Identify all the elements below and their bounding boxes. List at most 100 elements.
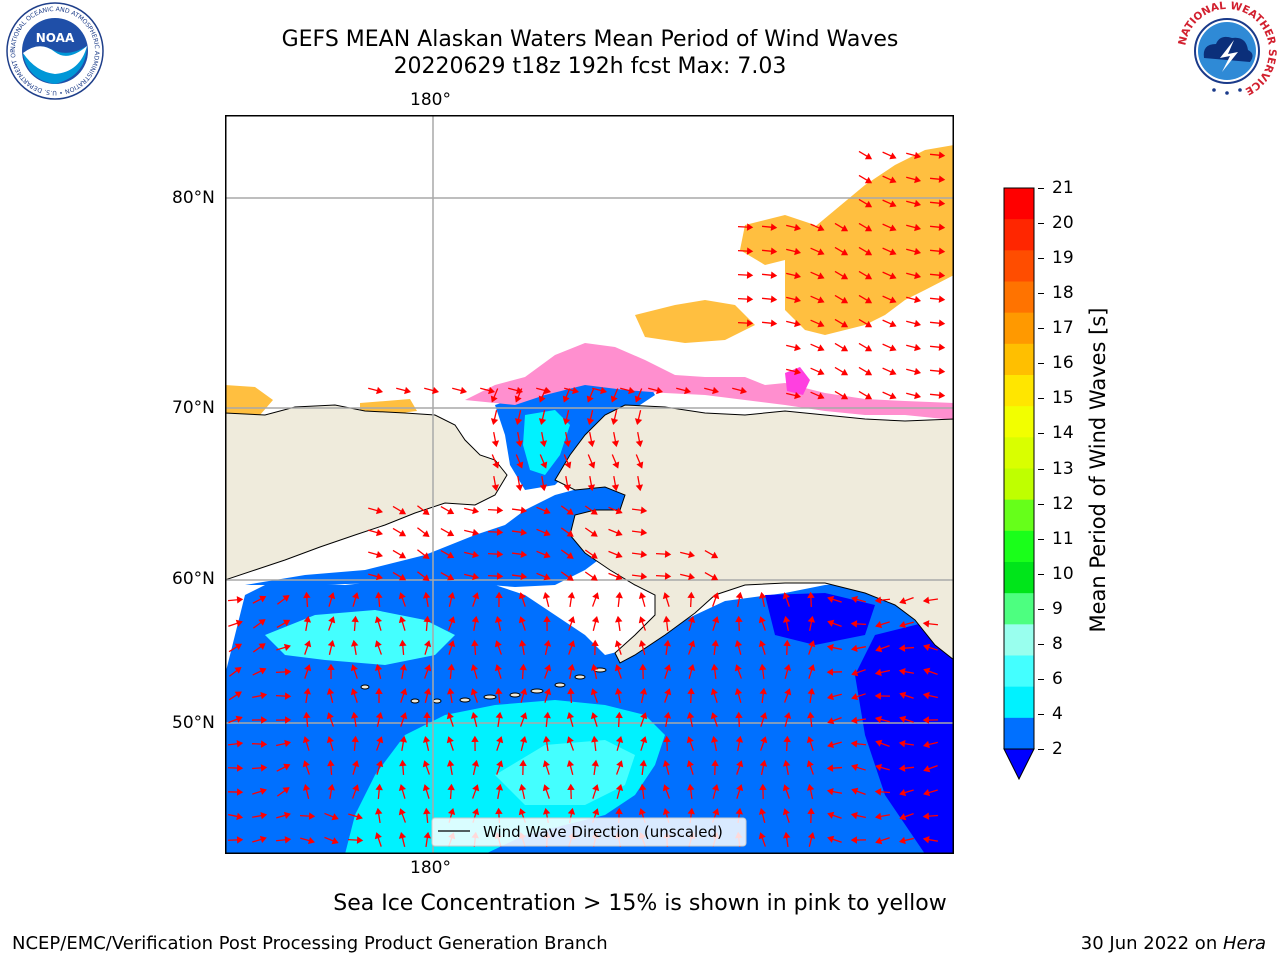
- wave-direction-arrowhead: [496, 506, 504, 514]
- wave-direction-arrowhead: [639, 663, 647, 671]
- wave-direction-arrowhead: [736, 784, 744, 792]
- wave-direction-arrowhead: [399, 639, 407, 647]
- wave-direction-arrowhead: [640, 528, 648, 536]
- wave-direction-arrowhead: [374, 640, 382, 648]
- wave-direction-arrowhead: [639, 759, 647, 767]
- wave-direction-arrowhead: [840, 296, 849, 304]
- wave-direction-arrowhead: [889, 296, 897, 304]
- wave-direction-arrowhead: [760, 712, 768, 720]
- wave-direction-arrowhead: [688, 640, 696, 648]
- wave-direction-arrowhead: [515, 484, 524, 492]
- wave-direction-arrowhead: [712, 592, 720, 600]
- wave-direction-arrowhead: [914, 343, 922, 352]
- wave-direction-arrowhead: [491, 484, 500, 492]
- wave-direction-arrowhead: [543, 507, 551, 515]
- wave-direction-arrowhead: [735, 615, 743, 623]
- wave-direction-arrowhead: [759, 759, 768, 767]
- wave-direction-arrowhead: [710, 735, 719, 743]
- wave-direction-arrowhead: [519, 663, 527, 671]
- wave-direction-arrowhead: [586, 418, 595, 426]
- wave-direction-arrowhead: [864, 248, 873, 256]
- wave-direction-arrowhead: [817, 224, 825, 232]
- colorbar-segment: [1004, 717, 1034, 750]
- wave-direction-arrowhead: [260, 740, 268, 748]
- wave-direction-arrowhead: [258, 643, 266, 650]
- colorbar-segment: [1004, 593, 1034, 625]
- wave-direction-arrowhead: [539, 484, 548, 492]
- wave-direction-arrowhead: [686, 760, 694, 768]
- wave-direction-arrowhead: [760, 736, 768, 744]
- wave-direction-arrowhead: [303, 687, 312, 695]
- wave-direction-arrowhead: [446, 687, 455, 695]
- wave-direction-arrowhead: [914, 175, 922, 184]
- wave-direction-arrowhead: [236, 836, 244, 844]
- wave-direction-arrowhead: [351, 735, 359, 743]
- wave-direction-arrowhead: [710, 688, 718, 696]
- colorbar-tick-label: 10: [1052, 563, 1074, 584]
- wave-direction-arrowhead: [759, 687, 767, 695]
- wave-direction-arrowhead: [470, 664, 479, 672]
- wave-direction-arrowhead: [376, 550, 383, 559]
- colorbar-segment: [1004, 468, 1034, 501]
- wave-direction-arrowhead: [662, 592, 670, 600]
- wave-direction-arrowhead: [236, 596, 244, 604]
- colorbar-tick: [1038, 293, 1044, 295]
- wave-direction-arrowhead: [495, 591, 503, 598]
- wave-direction-arrowhead: [615, 507, 623, 515]
- wave-direction-arrowhead: [460, 386, 468, 395]
- wave-direction-arrowhead: [922, 716, 929, 724]
- wave-direction-arrowhead: [874, 715, 882, 724]
- wave-field-bering: [245, 475, 705, 587]
- wave-direction-arrowhead: [664, 550, 672, 558]
- wave-direction-arrowhead: [398, 831, 407, 839]
- wave-direction-arrowhead: [518, 592, 526, 600]
- wave-direction-arrowhead: [472, 784, 480, 792]
- wave-direction-arrowhead: [568, 616, 576, 624]
- colorbar-tick-label: 17: [1052, 318, 1074, 339]
- wave-direction-arrowhead: [422, 552, 430, 559]
- wave-direction-arrowhead: [590, 508, 598, 515]
- wave-direction-arrowhead: [864, 176, 873, 184]
- wave-direction-arrowhead: [235, 715, 243, 723]
- wave-direction-arrowhead: [542, 784, 550, 792]
- lat-label-80: 80°N: [172, 188, 215, 208]
- wave-direction-arrowhead: [794, 295, 802, 304]
- wave-direction-arrowhead: [851, 693, 859, 701]
- wave-direction-arrowhead: [261, 716, 268, 724]
- wave-direction-arrowhead: [564, 461, 572, 469]
- wave-direction-arrowhead: [562, 418, 571, 426]
- wave-direction-arrowhead: [234, 667, 242, 674]
- colorbar-tick-label: 8: [1052, 633, 1063, 654]
- wave-direction-arrowhead: [328, 616, 336, 624]
- wave-direction-arrowhead: [590, 663, 599, 671]
- wave-direction-arrowhead: [840, 248, 849, 256]
- wave-direction-arrowhead: [259, 787, 267, 795]
- wave-direction-arrowhead: [770, 247, 778, 255]
- wave-direction-arrowhead: [794, 367, 802, 376]
- wave-direction-arrowhead: [258, 619, 266, 626]
- wave-direction-arrowhead: [663, 615, 671, 623]
- wave-direction-arrowhead: [432, 386, 440, 395]
- wave-direction-arrowhead: [543, 639, 552, 647]
- wave-direction-arrowhead: [422, 574, 430, 581]
- colorbar-tick: [1038, 468, 1044, 470]
- wave-direction-arrowhead: [635, 440, 644, 448]
- wave-direction-arrowhead: [770, 319, 778, 327]
- wave-direction-arrowhead: [782, 784, 790, 792]
- wave-direction-arrowhead: [375, 591, 383, 599]
- wave-direction-arrowhead: [758, 808, 767, 815]
- wave-direction-arrowhead: [566, 736, 574, 744]
- wave-direction-arrowhead: [899, 691, 907, 699]
- wave-direction-arrowhead: [399, 735, 408, 743]
- wave-direction-arrowhead: [687, 783, 695, 791]
- wave-direction-arrowhead: [782, 615, 791, 623]
- footer-right: 30 Jun 2022 on Hera: [1081, 933, 1266, 954]
- wave-direction-arrowhead: [898, 764, 906, 772]
- wave-direction-arrowhead: [850, 811, 858, 820]
- colorbar-tick: [1038, 608, 1044, 610]
- wave-direction-arrowhead: [898, 644, 906, 652]
- wave-direction-arrowhead: [663, 735, 671, 743]
- colorbar-tick: [1038, 678, 1044, 680]
- wave-direction-arrowhead: [284, 739, 292, 748]
- wave-direction-arrowhead: [327, 783, 336, 791]
